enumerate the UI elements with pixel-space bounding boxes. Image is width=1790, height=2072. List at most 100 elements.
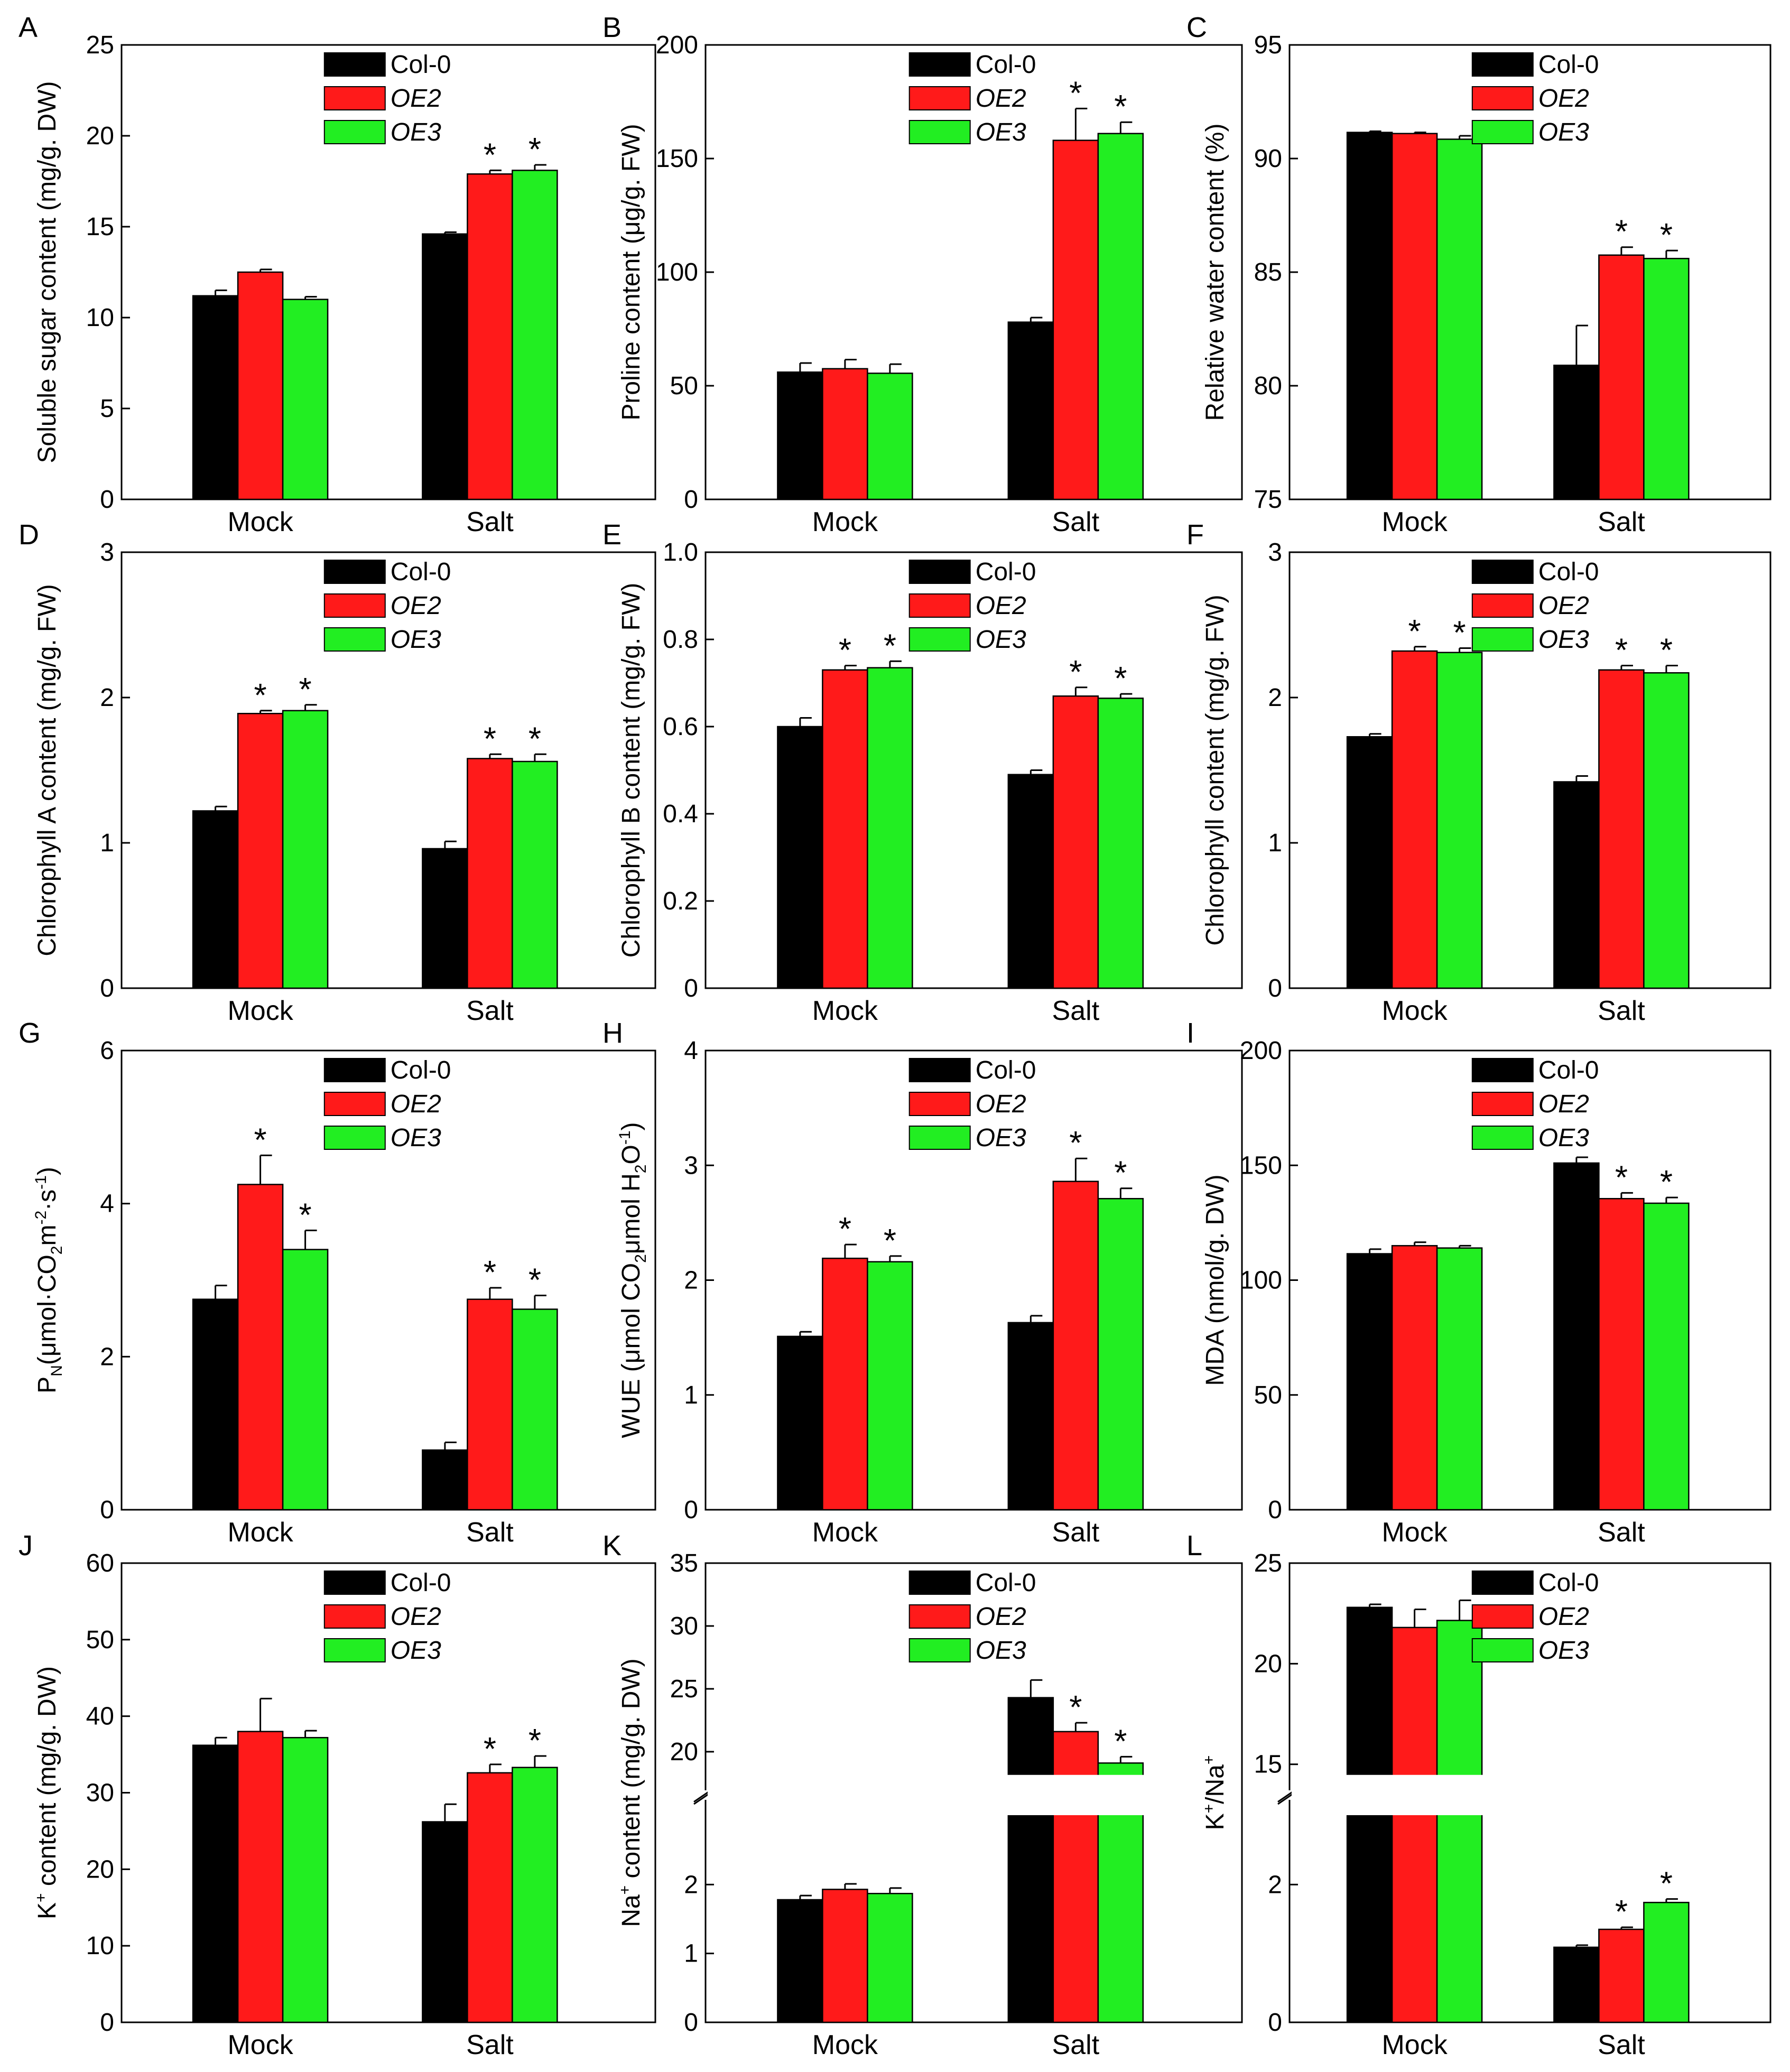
x-category-label: Salt bbox=[1598, 507, 1645, 537]
significance-star: * bbox=[1660, 633, 1673, 669]
plot-frame bbox=[1288, 551, 1772, 989]
bar-col-0-mock bbox=[192, 810, 239, 989]
x-category-label: Mock bbox=[227, 996, 293, 1026]
y-tick-label: 0 bbox=[684, 486, 698, 514]
y-axis-label-part: N bbox=[48, 1365, 66, 1377]
y-axis-label-part: ) bbox=[33, 1167, 61, 1175]
bar-col-0-mock bbox=[192, 295, 239, 500]
bar-col-0-mock bbox=[777, 371, 823, 500]
bar-oe3-mock bbox=[282, 299, 329, 500]
y-tick-label: 30 bbox=[86, 1779, 114, 1807]
y-axis-label: Chlorophyll A content (mg/g. FW) bbox=[33, 584, 61, 956]
x-category-label: Mock bbox=[812, 2030, 878, 2060]
y-tick-label: 1 bbox=[100, 829, 114, 857]
significance-star: * bbox=[1453, 615, 1466, 652]
significance-star: * bbox=[1114, 1155, 1127, 1192]
bar-oe3-mock bbox=[282, 1736, 329, 2023]
panel-E: E 0 0.2 0.4 0.6 0.8 1.0 * * * * Mock Salt Chlorophyll… bbox=[602, 519, 1243, 1026]
legend-label-oe2: OE2 bbox=[391, 1603, 441, 1631]
y-tick-label: 30 bbox=[670, 1612, 698, 1640]
legend-label-oe3: OE3 bbox=[391, 626, 441, 654]
significance-star: * bbox=[528, 1262, 541, 1298]
bar-oe3-mock bbox=[867, 667, 913, 989]
bar-oe2-salt bbox=[467, 1772, 513, 2023]
panel-letter: C bbox=[1186, 12, 1207, 43]
legend-swatch-oe2 bbox=[323, 593, 386, 618]
legend-swatch-oe3 bbox=[908, 1126, 971, 1150]
bar-col-0-salt bbox=[1553, 1946, 1600, 2023]
y-axis-label-part: K bbox=[1201, 1813, 1229, 1830]
legend-label-col-0: Col-0 bbox=[976, 1569, 1036, 1597]
bar-col-0-mock bbox=[1346, 1253, 1393, 1511]
y-tick-label: 0 bbox=[100, 1496, 114, 1524]
y-tick-label: 200 bbox=[656, 31, 698, 59]
legend-label-oe2: OE2 bbox=[976, 85, 1026, 113]
bar-oe3-mock bbox=[1436, 1620, 1483, 2023]
bar-oe3-salt bbox=[1097, 1198, 1144, 1511]
legend-swatch-oe3 bbox=[323, 120, 386, 144]
significance-star: * bbox=[1615, 214, 1628, 250]
legend-swatch-col-0 bbox=[1471, 560, 1534, 584]
significance-star: * bbox=[1069, 75, 1082, 112]
y-tick-label: 3 bbox=[684, 1151, 698, 1179]
bar-oe2-salt bbox=[1598, 669, 1645, 989]
legend-swatch-oe3 bbox=[1471, 627, 1534, 652]
y-axis-label-part: ·s bbox=[33, 1190, 61, 1211]
significance-star: * bbox=[299, 672, 312, 708]
bar-oe3-salt bbox=[512, 170, 558, 500]
y-tick-label: 0 bbox=[100, 486, 114, 514]
panel-B: B 0 50 100 150 200 * * Mock Salt Proline content (… bbox=[602, 12, 1243, 537]
bar-oe3-mock bbox=[1436, 138, 1483, 500]
legend-label-col-0: Col-0 bbox=[1538, 51, 1599, 79]
legend-swatch-col-0 bbox=[908, 1571, 971, 1595]
significance-star: * bbox=[1615, 1159, 1628, 1196]
significance-star: * bbox=[484, 1731, 496, 1768]
x-category-label: Salt bbox=[466, 996, 514, 1026]
axis-break-band bbox=[1292, 1774, 1768, 1815]
x-category-label: Mock bbox=[1381, 507, 1448, 537]
x-category-label: Mock bbox=[227, 2030, 293, 2060]
panel-C: C 75 80 85 90 95 * * Mock Salt Relative water cont… bbox=[1186, 12, 1772, 537]
legend-swatch-col-0 bbox=[1471, 52, 1534, 77]
x-category-label: Salt bbox=[1598, 996, 1645, 1026]
legend-label-oe3: OE3 bbox=[391, 1637, 441, 1665]
significance-star: * bbox=[484, 721, 496, 757]
legend-label-col-0: Col-0 bbox=[1538, 1056, 1599, 1084]
plot-frame bbox=[120, 551, 656, 989]
y-tick-label: 0 bbox=[100, 974, 114, 1002]
legend-swatch-col-0 bbox=[908, 52, 971, 77]
legend-swatch-oe3 bbox=[1471, 1638, 1534, 1662]
y-axis-label: Soluble sugar content (mg/g. DW) bbox=[33, 81, 61, 463]
y-tick-label: 20 bbox=[86, 1855, 114, 1883]
x-category-label: Salt bbox=[466, 507, 514, 537]
y-tick-label: 2 bbox=[100, 1343, 114, 1371]
bar-oe3-mock bbox=[1436, 652, 1483, 989]
bar-oe2-salt bbox=[1598, 1198, 1645, 1511]
significance-star: * bbox=[1114, 1723, 1127, 1760]
panel-letter: I bbox=[1186, 1017, 1194, 1049]
legend-label-col-0: Col-0 bbox=[976, 558, 1036, 586]
y-tick-label: 0.4 bbox=[663, 800, 698, 828]
y-axis-label-part: 2 bbox=[632, 1165, 650, 1174]
significance-star: * bbox=[1069, 654, 1082, 691]
legend-label-col-0: Col-0 bbox=[391, 558, 451, 586]
y-axis-label: Proline content (μg/g. FW) bbox=[617, 124, 645, 420]
y-tick-label: 100 bbox=[656, 258, 698, 286]
y-tick-label: 1.0 bbox=[663, 538, 698, 566]
legend-label-oe3: OE3 bbox=[1538, 626, 1589, 654]
panel-letter: K bbox=[602, 1530, 622, 1562]
legend-label-oe2: OE2 bbox=[976, 1603, 1026, 1631]
bar-col-0-mock bbox=[777, 1899, 823, 2023]
bar-oe2-salt bbox=[467, 758, 513, 989]
bar-col-0-mock bbox=[1346, 132, 1393, 500]
bar-oe2-mock bbox=[1391, 133, 1438, 500]
legend-label-oe3: OE3 bbox=[391, 118, 441, 146]
x-category-label: Mock bbox=[812, 996, 878, 1026]
legend-swatch-oe2 bbox=[323, 1092, 386, 1116]
plot-frame bbox=[704, 551, 1243, 989]
legend-swatch-col-0 bbox=[1471, 1058, 1534, 1082]
bar-oe2-mock bbox=[822, 368, 868, 500]
x-category-label: Mock bbox=[227, 1517, 293, 1548]
bar-oe3-mock bbox=[867, 373, 913, 500]
